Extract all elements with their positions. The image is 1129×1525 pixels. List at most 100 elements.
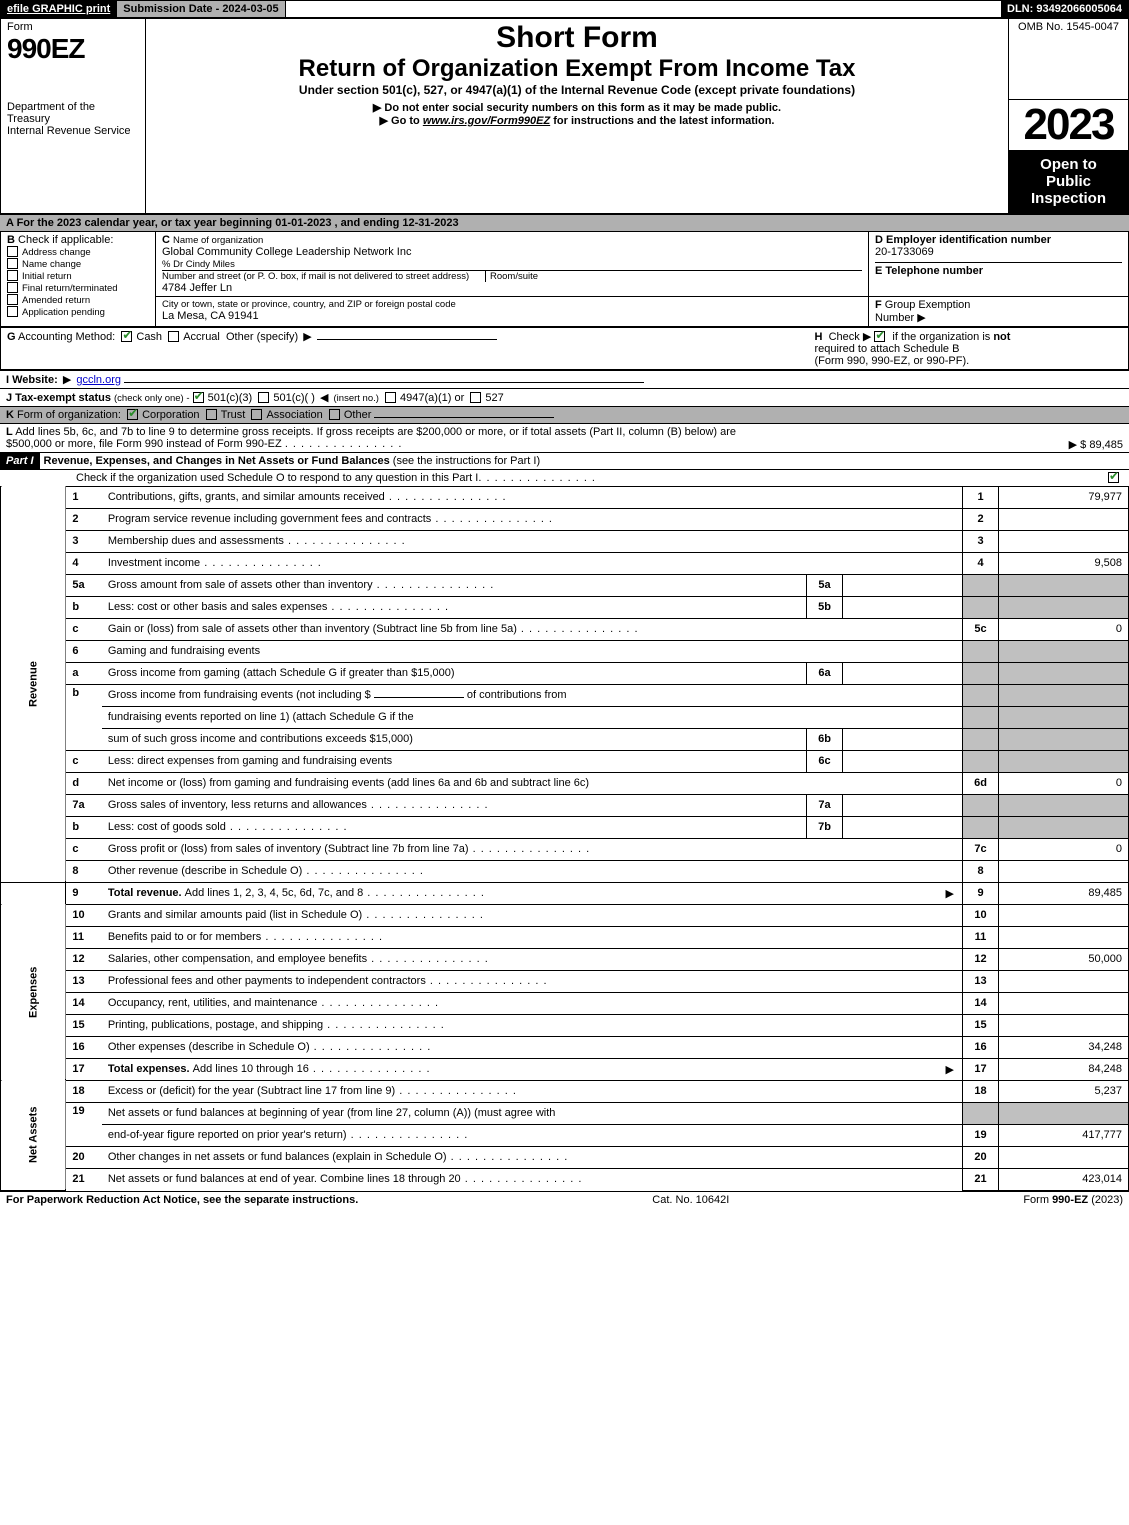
chk-initial-return[interactable]	[7, 270, 18, 281]
chk-amended-return[interactable]	[7, 294, 18, 305]
ein-value: 20-1733069	[875, 246, 1122, 258]
lbl-corporation: Corporation	[142, 409, 199, 421]
goto-prefix: ▶ Go to	[380, 115, 423, 127]
sec-f-label: F	[875, 299, 882, 311]
chk-trust[interactable]	[206, 409, 217, 420]
chk-schedule-b-not-required[interactable]	[874, 331, 885, 342]
sub-num: 6b	[807, 728, 843, 750]
chk-cash[interactable]	[121, 331, 132, 342]
sec-j: J Tax-exempt status (check only one) - 5…	[0, 388, 1129, 406]
sec-h-l3: (Form 990, 990-EZ, or 990-PF).	[815, 355, 970, 367]
grey-cell	[999, 794, 1129, 816]
page-footer: For Paperwork Reduction Act Notice, see …	[0, 1191, 1129, 1208]
sec-k-label: K	[6, 409, 14, 421]
e17-rest: Add lines 10 through 16	[193, 1063, 431, 1075]
line-num: 8	[66, 860, 102, 882]
chk-501c[interactable]	[258, 392, 269, 403]
r6b-amount-input[interactable]	[374, 697, 464, 698]
line-desc: Investment income	[102, 552, 963, 574]
chk-address-change[interactable]	[7, 246, 18, 257]
line-rnum: 2	[963, 508, 999, 530]
footer-right-suf: (2023)	[1091, 1194, 1123, 1206]
grey-cell	[999, 640, 1129, 662]
line-num: 2	[66, 508, 102, 530]
line-rnum: 6d	[963, 772, 999, 794]
lbl-527: 527	[485, 392, 503, 404]
line-desc: Membership dues and assessments	[102, 530, 963, 552]
irs-label: Internal Revenue Service	[7, 125, 139, 137]
r6b-d1x: of contributions from	[467, 689, 567, 701]
chk-corporation[interactable]	[127, 409, 138, 420]
line-rnum: 21	[963, 1168, 999, 1190]
line-num: 11	[66, 926, 102, 948]
sec-h-tail: if the organization is	[892, 331, 990, 343]
line-value	[999, 970, 1129, 992]
section-a: A For the 2023 calendar year, or tax yea…	[0, 214, 1129, 231]
footer-right-pre: Form	[1023, 1194, 1052, 1206]
sec-l-label: L	[6, 426, 13, 438]
other-specify-input[interactable]	[317, 339, 497, 340]
efile-print[interactable]: efile GRAPHIC print	[1, 1, 117, 17]
chk-association[interactable]	[251, 409, 262, 420]
grey-cell	[999, 1102, 1129, 1124]
dots	[478, 472, 596, 484]
sec-j-hint: (check only one) -	[114, 393, 190, 404]
chk-501c3[interactable]	[193, 392, 204, 403]
line-value: 0	[999, 838, 1129, 860]
grey-cell	[963, 1102, 999, 1124]
grey-cell	[963, 596, 999, 618]
sec-i-label: I Website:	[6, 374, 58, 386]
chk-name-change[interactable]	[7, 258, 18, 269]
room-label: Room/suite	[485, 271, 538, 282]
chk-application-pending[interactable]	[7, 306, 18, 317]
arrow-icon	[301, 331, 313, 343]
return-title: Return of Organization Exempt From Incom…	[152, 55, 1002, 83]
line-desc: Benefits paid to or for members	[102, 926, 963, 948]
lbl-501c-close: )	[311, 392, 315, 404]
line-num: a	[66, 662, 102, 684]
revenue-rotated-label: Revenue	[1, 486, 66, 882]
sec-h-label: H	[815, 331, 823, 343]
part-i-check-line: Check if the organization used Schedule …	[0, 470, 1129, 486]
website-link[interactable]: gccln.org	[76, 374, 121, 386]
chk-4947a1[interactable]	[385, 392, 396, 403]
lbl-501c3: 501(c)(3)	[208, 392, 253, 404]
line-value	[999, 1014, 1129, 1036]
chk-part-i-schedule-o[interactable]	[1108, 472, 1119, 483]
sub-val	[843, 662, 963, 684]
line-value: 0	[999, 618, 1129, 640]
chk-accrual[interactable]	[168, 331, 179, 342]
chk-final-return[interactable]	[7, 282, 18, 293]
line-desc: Net assets or fund balances at end of ye…	[102, 1168, 963, 1190]
sec-h-arrow: ▶	[863, 331, 871, 343]
part-i-label: Part I	[0, 453, 40, 469]
sec-k: K Form of organization: Corporation Trus…	[0, 406, 1129, 423]
lbl-address-change: Address change	[22, 247, 91, 258]
lbl-application-pending: Application pending	[22, 307, 105, 318]
sec-g-label: G	[7, 331, 16, 343]
line-desc: Net income or (loss) from gaming and fun…	[102, 772, 963, 794]
chk-527[interactable]	[470, 392, 481, 403]
other-org-input[interactable]	[374, 417, 554, 418]
line-desc: Total revenue. Add lines 1, 2, 3, 4, 5c,…	[102, 882, 963, 904]
under-section: Under section 501(c), 527, or 4947(a)(1)…	[152, 83, 1002, 97]
goto-link[interactable]: www.irs.gov/Form990EZ	[423, 115, 550, 127]
chk-other-org[interactable]	[329, 409, 340, 420]
omb-number: OMB No. 1545-0047	[1015, 21, 1122, 33]
line-num: 5a	[66, 574, 102, 596]
lbl-association: Association	[266, 409, 322, 421]
grey-cell	[999, 750, 1129, 772]
sub-num: 7b	[807, 816, 843, 838]
lbl-other-specify: Other (specify)	[226, 331, 298, 343]
form-number: 990EZ	[7, 33, 139, 65]
public: Public	[1015, 173, 1122, 190]
grey-cell	[963, 794, 999, 816]
line-rnum: 12	[963, 948, 999, 970]
line-desc: Other expenses (describe in Schedule O)	[102, 1036, 963, 1058]
line-rnum: 15	[963, 1014, 999, 1036]
grey-cell	[963, 706, 999, 728]
gh-row: G Accounting Method: Cash Accrual Other …	[0, 327, 1129, 370]
sub-num: 5b	[807, 596, 843, 618]
grey-cell	[999, 706, 1129, 728]
open-to: Open to	[1015, 156, 1122, 173]
